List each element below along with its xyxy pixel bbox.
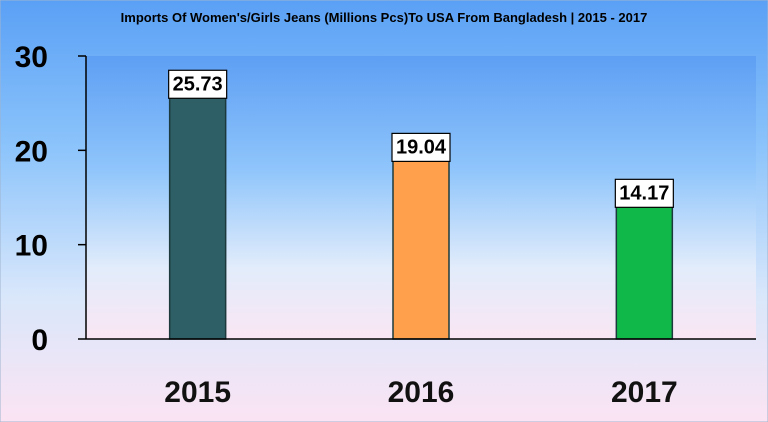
x-tick-label: 2015 — [164, 376, 231, 409]
x-tick-label: 2017 — [611, 376, 678, 409]
y-tick-label: 20 — [15, 135, 48, 168]
bar-series — [168, 95, 674, 340]
y-tick-label: 10 — [15, 230, 48, 263]
data-label: 14.17 — [619, 182, 669, 204]
y-axis: 0 10 20 30 — [15, 41, 86, 357]
bar-2017 — [615, 204, 674, 340]
bar-2016 — [392, 158, 450, 340]
bar-2015 — [168, 95, 227, 340]
data-label-box — [391, 132, 451, 162]
chart-title: Imports Of Women's/Girls Jeans (Millions… — [121, 10, 648, 25]
x-tick-label: 2016 — [388, 376, 455, 409]
data-labels: 25.73 19.04 14.17 — [168, 69, 674, 208]
y-tick-label: 0 — [31, 324, 48, 357]
data-label: 25.73 — [173, 73, 223, 95]
data-label: 19.04 — [396, 136, 447, 158]
y-tick-label: 30 — [15, 41, 48, 74]
data-label-box — [614, 178, 674, 208]
data-label-box — [168, 69, 228, 99]
x-axis: 2015 2016 2017 — [164, 376, 677, 409]
